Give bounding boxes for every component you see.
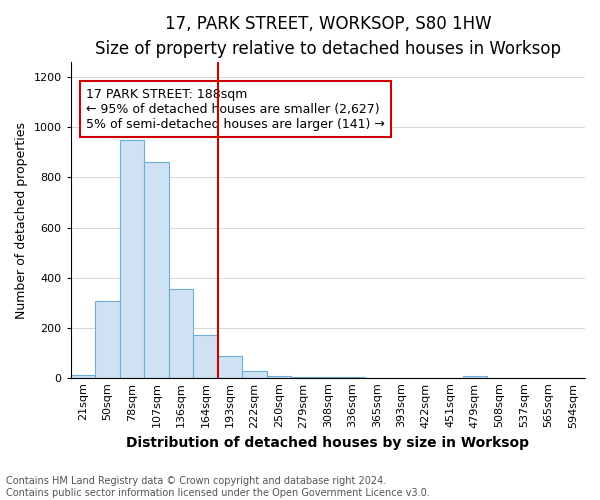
Bar <box>71 375 95 378</box>
Bar <box>218 356 242 378</box>
Bar <box>291 377 316 378</box>
Bar <box>463 376 487 378</box>
Bar <box>193 335 218 378</box>
Title: 17, PARK STREET, WORKSOP, S80 1HW
Size of property relative to detached houses i: 17, PARK STREET, WORKSOP, S80 1HW Size o… <box>95 15 561 58</box>
Bar <box>266 376 291 378</box>
X-axis label: Distribution of detached houses by size in Worksop: Distribution of detached houses by size … <box>127 436 529 450</box>
Text: 17 PARK STREET: 188sqm
← 95% of detached houses are smaller (2,627)
5% of semi-d: 17 PARK STREET: 188sqm ← 95% of detached… <box>86 88 385 130</box>
Text: Contains HM Land Registry data © Crown copyright and database right 2024.
Contai: Contains HM Land Registry data © Crown c… <box>6 476 430 498</box>
Bar <box>95 302 119 378</box>
Bar <box>169 289 193 378</box>
Bar <box>119 140 144 378</box>
Bar <box>144 162 169 378</box>
Y-axis label: Number of detached properties: Number of detached properties <box>15 122 28 318</box>
Bar <box>242 372 266 378</box>
